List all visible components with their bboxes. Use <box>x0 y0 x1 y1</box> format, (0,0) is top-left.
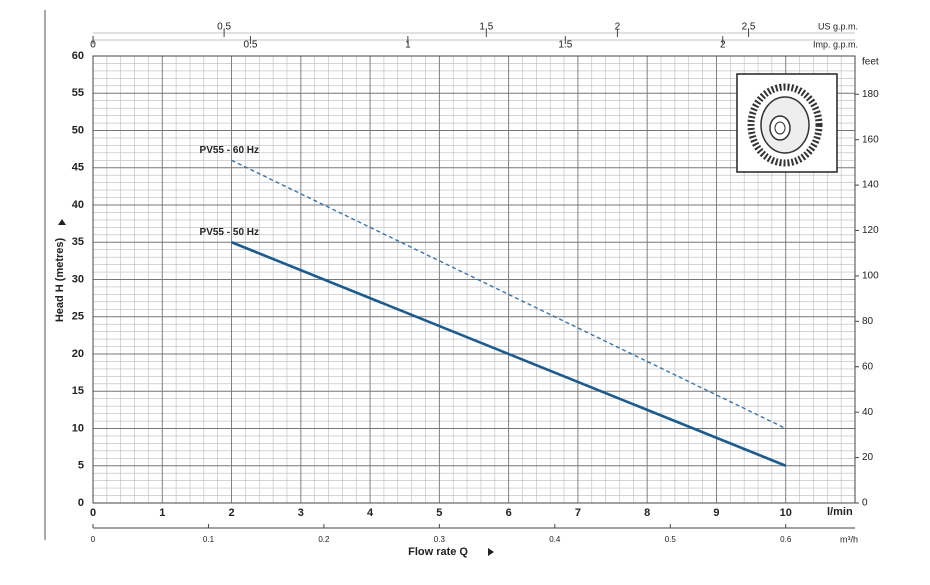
y-tick-label: 25 <box>72 311 84 323</box>
y2-tick-label: 160 <box>862 134 879 145</box>
top-axis-unit: US g.p.m. <box>818 21 858 31</box>
y2-tick-label: 120 <box>862 225 879 236</box>
x-tick-label: 3 <box>298 507 304 519</box>
y2-tick-label: 100 <box>862 271 879 282</box>
bottom-axis-tick-label: 0.2 <box>318 535 330 544</box>
y-arrow <box>58 219 66 225</box>
x-axis-label: Flow rate Q <box>408 546 468 558</box>
impeller-icon <box>736 73 838 173</box>
x-tick-label: 5 <box>436 507 442 519</box>
series-label: PV55 - 50 Hz <box>200 227 259 238</box>
plot-frame <box>92 55 856 504</box>
y-axis-label: Head H (metres) <box>54 237 66 322</box>
x-tick-label: 2 <box>228 507 234 519</box>
y-tick-label: 20 <box>72 348 84 360</box>
x-tick-label: 9 <box>713 507 719 519</box>
y2-tick-label: 180 <box>862 89 879 100</box>
y-tick-label: 30 <box>72 273 84 285</box>
bottom-axis-unit: m³/h <box>840 534 858 544</box>
top-axis-tick-label: 0 <box>90 40 96 51</box>
top-axis-tick-label: 0.5 <box>217 22 231 33</box>
top-axis-tick-label: 1.5 <box>558 40 572 51</box>
y-tick-label: 5 <box>78 460 84 472</box>
top-axis-tick-label: 2.5 <box>742 22 756 33</box>
bottom-axis-tick-label: 0.3 <box>434 535 446 544</box>
y-tick-label: 45 <box>72 162 84 174</box>
y2-tick-label: 60 <box>862 361 874 372</box>
top-axis-tick-label: 1 <box>405 40 411 51</box>
y-tick-label: 15 <box>72 385 84 397</box>
x-tick-label: 10 <box>780 507 792 519</box>
y-tick-label: 35 <box>72 236 84 248</box>
grid <box>92 55 856 504</box>
bottom-axis-tick-label: 0.6 <box>780 535 792 544</box>
y2-tick-label: 40 <box>862 407 874 418</box>
y-tick-label: 60 <box>72 50 84 62</box>
y2-tick-label: 80 <box>862 316 874 327</box>
x-arrow <box>488 548 494 556</box>
y-tick-label: 10 <box>72 422 84 434</box>
y2-tick-label: 0 <box>862 498 868 509</box>
series-line <box>231 241 787 467</box>
x-tick-label: 7 <box>575 507 581 519</box>
x-tick-label: 8 <box>644 507 650 519</box>
y2-axis-label: feet <box>862 57 879 68</box>
series-label: PV55 - 60 Hz <box>200 145 259 156</box>
top-axis-unit: Imp. g.p.m. <box>813 39 858 49</box>
bottom-axis-tick-label: 0 <box>91 535 96 544</box>
y-tick-label: 40 <box>72 199 84 211</box>
bottom-axis-tick-label: 0.1 <box>203 535 215 544</box>
x-tick-label: 1 <box>159 507 165 519</box>
series-line <box>231 159 787 430</box>
top-axis-tick-label: 0.5 <box>243 40 257 51</box>
x-tick-label: 6 <box>506 507 512 519</box>
bottom-axis-tick-label: 0.5 <box>665 535 677 544</box>
x-unit: l/min <box>827 506 853 518</box>
y-tick-label: 0 <box>78 497 84 509</box>
y-tick-label: 50 <box>72 124 84 136</box>
bottom-axis-tick-label: 0.4 <box>549 535 561 544</box>
y2-tick-label: 20 <box>862 452 874 463</box>
top-axis-tick-label: 2 <box>720 40 726 51</box>
x-tick-label: 4 <box>367 507 374 519</box>
top-axis-tick-label: 2 <box>615 22 621 33</box>
y-tick-label: 55 <box>72 87 84 99</box>
y2-tick-label: 140 <box>862 180 879 191</box>
top-axis-tick-label: 1.5 <box>479 22 493 33</box>
x-tick-label: 0 <box>90 507 96 519</box>
